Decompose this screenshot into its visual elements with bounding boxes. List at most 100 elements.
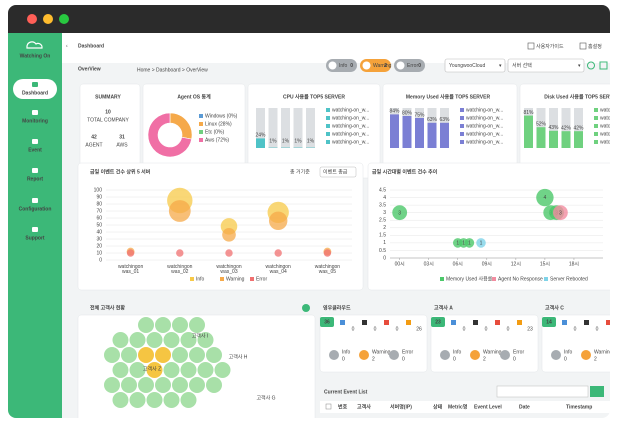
legend-label: Etc (0%): [205, 130, 225, 136]
customer-node[interactable]: [172, 377, 188, 393]
nav-item[interactable]: Monitoring: [22, 118, 48, 124]
select[interactable]: [507, 58, 585, 73]
customer-node[interactable]: [180, 362, 197, 378]
bar-track: [306, 108, 315, 148]
customer-node[interactable]: [180, 392, 197, 408]
customer-node[interactable]: [197, 332, 214, 348]
bar: [256, 138, 265, 148]
customer-node[interactable]: [104, 377, 120, 393]
nav-item[interactable]: Report: [27, 176, 43, 182]
customer-node[interactable]: [146, 362, 163, 378]
customer-node[interactable]: [163, 332, 180, 348]
customer-node[interactable]: [172, 317, 188, 333]
search-button[interactable]: [590, 386, 604, 397]
checkbox[interactable]: [325, 403, 332, 410]
refresh[interactable]: [587, 61, 595, 70]
bar-label: 84%: [389, 109, 400, 115]
option-select[interactable]: [319, 166, 357, 178]
bar-track: [281, 108, 290, 148]
os-icon: [606, 320, 610, 325]
customer-node[interactable]: [138, 377, 154, 393]
card-badge: [320, 317, 334, 327]
header-link[interactable]: 사용자가이드: [536, 43, 564, 50]
legend-swatch: [199, 138, 203, 142]
os-count: 0: [463, 326, 466, 332]
customer-node[interactable]: [138, 317, 154, 333]
y-tick-label: 90: [96, 194, 102, 200]
customer-label: 고객사 Z: [143, 365, 161, 372]
os-count: 0: [485, 326, 488, 332]
customer-node[interactable]: [155, 317, 171, 333]
customer-node[interactable]: [189, 377, 205, 393]
y-tick-label: 50: [96, 222, 102, 228]
customer-node[interactable]: [121, 377, 137, 393]
customer-node[interactable]: [112, 332, 129, 348]
customer-node[interactable]: [189, 317, 205, 333]
legend-swatch: [326, 140, 330, 144]
customer-node[interactable]: [129, 392, 146, 408]
legend-swatch: [199, 114, 203, 118]
legend-swatch: [460, 108, 464, 112]
panel: [430, 314, 539, 373]
os-count: 0: [374, 326, 377, 332]
nav-item[interactable]: Configuration: [19, 206, 52, 212]
column-header: Metric명: [448, 404, 468, 411]
customer-node[interactable]: [129, 362, 146, 378]
customer-node[interactable]: [146, 332, 163, 348]
legend-label: watching-on_w...: [466, 140, 503, 146]
header-link[interactable]: 홈설정: [588, 43, 602, 50]
level-icon: [470, 350, 480, 360]
legend-label: Memory Used 사용률: [446, 276, 493, 283]
customer-node[interactable]: [163, 362, 180, 378]
section-title: Current Event List: [324, 389, 368, 395]
customer-node[interactable]: [206, 347, 222, 363]
y-tick-label: 60: [96, 215, 102, 221]
customer-node[interactable]: [121, 347, 137, 363]
customer-node[interactable]: [180, 332, 197, 348]
customer-node[interactable]: [146, 392, 163, 408]
customer-node[interactable]: [206, 377, 222, 393]
bar-label: 81%: [523, 110, 534, 116]
nav-item[interactable]: Dashboard: [22, 90, 48, 96]
expand[interactable]: [599, 61, 608, 70]
x-tick-label: 00시: [395, 261, 405, 267]
bar-label: 24%: [255, 133, 266, 139]
nav-item[interactable]: Support: [25, 235, 44, 241]
x-tick-label: watchingon was_01: [118, 264, 144, 275]
select[interactable]: [444, 58, 506, 73]
bubble-label: 1: [468, 241, 471, 247]
zoom-button[interactable]: [59, 14, 69, 24]
add-button[interactable]: [302, 304, 310, 312]
customer-node[interactable]: [172, 347, 188, 363]
legend-swatch: [460, 132, 464, 136]
minimize-button[interactable]: [43, 14, 53, 24]
customer-node[interactable]: [155, 377, 171, 393]
customer-node[interactable]: [104, 347, 120, 363]
bubble-label: 3: [559, 210, 562, 216]
search-box[interactable]: [496, 385, 589, 398]
customer-node[interactable]: [163, 392, 180, 408]
customer-node[interactable]: [197, 362, 214, 378]
level-icon: [551, 350, 561, 360]
column-header: 번호: [338, 404, 348, 411]
level-icon: [581, 350, 591, 360]
nav-icon: [32, 227, 38, 232]
title-bar: [8, 5, 610, 33]
nav-item[interactable]: Event: [28, 147, 42, 153]
customer-node[interactable]: [189, 347, 205, 363]
customer-node[interactable]: [155, 347, 171, 363]
section-title: 전체 고객사 현황: [90, 304, 125, 311]
bar-label: 75%: [414, 112, 425, 118]
customer-node[interactable]: [138, 347, 154, 363]
close-button[interactable]: [27, 14, 37, 24]
card-badge: [431, 317, 445, 327]
customer-node[interactable]: [214, 362, 231, 378]
summary-aws-label: AWS: [116, 142, 128, 148]
customer-label: 고객사 G: [256, 394, 275, 401]
customer-node[interactable]: [112, 362, 129, 378]
customer-node[interactable]: [129, 332, 146, 348]
customer-node[interactable]: [112, 392, 129, 408]
legend-label: Aws (72%): [205, 138, 229, 144]
legend-label: watching-on_w...: [332, 124, 369, 130]
